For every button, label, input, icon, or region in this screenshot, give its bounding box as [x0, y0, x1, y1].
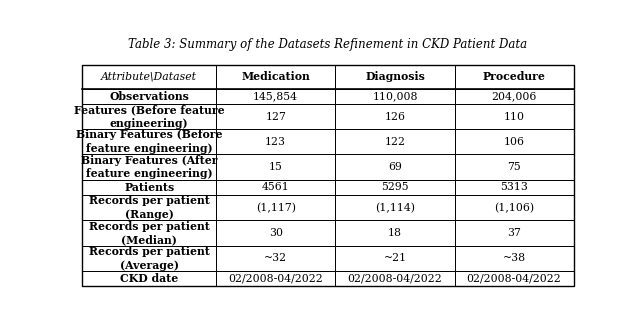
Bar: [335, 89, 454, 104]
Text: CKD date: CKD date: [120, 273, 179, 284]
Bar: [83, 65, 216, 89]
Text: 5295: 5295: [381, 182, 409, 193]
Text: 145,854: 145,854: [253, 91, 298, 101]
Bar: [335, 195, 454, 220]
Text: 106: 106: [504, 137, 525, 147]
Text: 75: 75: [508, 162, 521, 172]
Text: Records per patient
(Median): Records per patient (Median): [89, 221, 210, 245]
Text: (1,114): (1,114): [375, 203, 415, 213]
Bar: [216, 65, 335, 89]
Text: 18: 18: [388, 228, 402, 238]
Text: Patients: Patients: [124, 182, 174, 193]
Text: 37: 37: [507, 228, 521, 238]
Text: ~38: ~38: [502, 253, 525, 263]
Text: 5313: 5313: [500, 182, 528, 193]
Text: Features (Before feature
engineering): Features (Before feature engineering): [74, 104, 225, 129]
Bar: [335, 129, 454, 154]
Bar: [216, 271, 335, 286]
Bar: [83, 271, 216, 286]
Bar: [454, 65, 573, 89]
Bar: [454, 245, 573, 271]
Bar: [335, 104, 454, 129]
Bar: [335, 180, 454, 195]
Bar: [335, 65, 454, 89]
Text: 02/2008-04/2022: 02/2008-04/2022: [228, 274, 323, 284]
Bar: [83, 104, 216, 129]
Text: 127: 127: [265, 111, 286, 121]
Bar: [454, 154, 573, 180]
Bar: [83, 154, 216, 180]
Text: (1,106): (1,106): [494, 203, 534, 213]
Bar: [216, 89, 335, 104]
Text: 15: 15: [269, 162, 283, 172]
Text: Binary Features (After
feature engineering): Binary Features (After feature engineeri…: [81, 155, 218, 180]
Text: 69: 69: [388, 162, 402, 172]
Bar: [216, 104, 335, 129]
Bar: [216, 180, 335, 195]
Bar: [216, 220, 335, 245]
Text: 110,008: 110,008: [372, 91, 418, 101]
Text: Table 3: Summary of the Datasets Refinement in CKD Patient Data: Table 3: Summary of the Datasets Refinem…: [129, 38, 527, 51]
Bar: [83, 220, 216, 245]
Text: 4561: 4561: [262, 182, 289, 193]
Bar: [216, 245, 335, 271]
Text: 123: 123: [265, 137, 286, 147]
Bar: [83, 195, 216, 220]
Text: 122: 122: [385, 137, 406, 147]
Bar: [335, 220, 454, 245]
Text: Records per patient
(Range): Records per patient (Range): [89, 195, 210, 220]
Bar: [83, 245, 216, 271]
Text: (1,117): (1,117): [256, 203, 296, 213]
Text: Attribute\Dataset: Attribute\Dataset: [101, 72, 197, 82]
Bar: [454, 104, 573, 129]
Text: Diagnosis: Diagnosis: [365, 71, 425, 82]
Text: Medication: Medication: [241, 71, 310, 82]
Bar: [454, 195, 573, 220]
Bar: [83, 89, 216, 104]
Bar: [454, 89, 573, 104]
Text: 110: 110: [504, 111, 525, 121]
Text: 126: 126: [385, 111, 406, 121]
Text: Procedure: Procedure: [483, 71, 545, 82]
Bar: [335, 245, 454, 271]
Bar: [335, 154, 454, 180]
Text: 02/2008-04/2022: 02/2008-04/2022: [467, 274, 561, 284]
Bar: [335, 271, 454, 286]
Text: Binary Features (Before
feature engineering): Binary Features (Before feature engineer…: [76, 130, 223, 154]
Text: Observations: Observations: [109, 91, 189, 102]
Bar: [454, 129, 573, 154]
Bar: [83, 65, 573, 286]
Text: ~32: ~32: [264, 253, 287, 263]
Text: 204,006: 204,006: [492, 91, 537, 101]
Bar: [454, 220, 573, 245]
Bar: [83, 180, 216, 195]
Bar: [216, 154, 335, 180]
Text: 02/2008-04/2022: 02/2008-04/2022: [348, 274, 442, 284]
Bar: [454, 271, 573, 286]
Text: ~21: ~21: [383, 253, 406, 263]
Text: Records per patient
(Average): Records per patient (Average): [89, 246, 210, 271]
Bar: [454, 180, 573, 195]
Bar: [83, 129, 216, 154]
Text: 30: 30: [269, 228, 283, 238]
Bar: [216, 129, 335, 154]
Bar: [216, 195, 335, 220]
